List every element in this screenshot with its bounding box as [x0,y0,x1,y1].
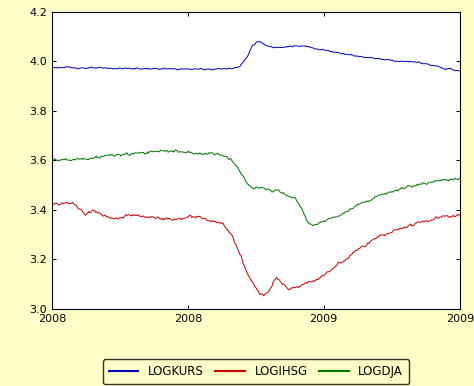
Legend: LOGKURS, LOGIHSG, LOGDJA: LOGKURS, LOGIHSG, LOGDJA [103,359,409,384]
